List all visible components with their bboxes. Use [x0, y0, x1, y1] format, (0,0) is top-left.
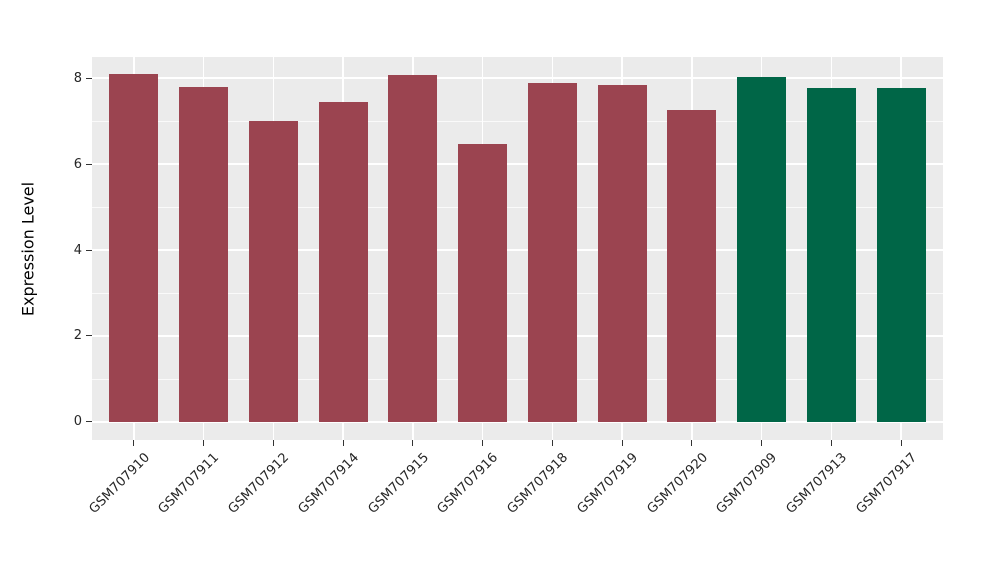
- x-tick-label-GSM707911: GSM707911: [155, 450, 223, 517]
- h-gridline-major: [92, 249, 943, 251]
- bar-GSM707918: [527, 83, 577, 422]
- x-tick: [621, 440, 623, 446]
- x-tick: [551, 440, 553, 446]
- x-tick: [830, 440, 832, 446]
- bar-GSM707912: [248, 121, 298, 422]
- bar-GSM707919: [597, 85, 647, 422]
- y-tick-label: 4: [73, 242, 82, 258]
- x-tick-label-GSM707920: GSM707920: [644, 450, 711, 517]
- bar-GSM707915: [388, 75, 438, 422]
- bar-GSM707917: [876, 87, 926, 422]
- h-gridline-major: [92, 77, 943, 79]
- bar-GSM707914: [318, 101, 368, 422]
- x-tick-label-GSM707909: GSM707909: [713, 450, 781, 517]
- bar-GSM707913: [806, 87, 856, 422]
- x-tick: [133, 440, 135, 446]
- x-tick-label-GSM707916: GSM707916: [434, 450, 502, 517]
- h-gridline-minor: [92, 120, 943, 122]
- y-tick: [86, 163, 92, 165]
- x-tick: [482, 440, 484, 446]
- bar-GSM707909: [737, 77, 787, 422]
- y-tick-label: 2: [73, 328, 82, 344]
- bar-GSM707920: [667, 110, 717, 422]
- bar-GSM707916: [458, 144, 508, 422]
- x-tick: [203, 440, 205, 446]
- x-tick-label-GSM707912: GSM707912: [225, 450, 293, 517]
- h-gridline-major: [92, 335, 943, 337]
- bar-GSM707910: [109, 73, 159, 422]
- x-tick-label-GSM707914: GSM707914: [295, 450, 363, 517]
- x-tick-label-GSM707919: GSM707919: [574, 450, 642, 517]
- y-tick-label: 8: [73, 70, 82, 86]
- x-tick: [691, 440, 693, 446]
- h-gridline-minor: [92, 206, 943, 208]
- y-tick-label: 6: [73, 156, 82, 172]
- x-tick: [342, 440, 344, 446]
- x-tick-label-GSM707910: GSM707910: [86, 450, 153, 517]
- y-tick: [86, 421, 92, 423]
- h-gridline-minor: [92, 292, 943, 294]
- x-tick-label-GSM707915: GSM707915: [365, 450, 432, 517]
- bar-GSM707911: [179, 86, 228, 422]
- x-tick: [272, 440, 274, 446]
- x-tick: [761, 440, 763, 446]
- y-tick: [86, 77, 92, 79]
- h-gridline-minor: [92, 378, 943, 380]
- x-tick: [900, 440, 902, 446]
- x-tick-label-GSM707917: GSM707917: [853, 450, 921, 517]
- h-gridline-major: [92, 421, 943, 423]
- y-tick-label: 0: [73, 414, 82, 430]
- x-tick-label-GSM707913: GSM707913: [783, 450, 851, 517]
- h-gridline-major: [92, 163, 943, 165]
- y-tick: [86, 249, 92, 251]
- plot-panel: [92, 57, 943, 440]
- x-tick: [412, 440, 414, 446]
- y-tick: [86, 335, 92, 337]
- x-tick-label-GSM707918: GSM707918: [504, 450, 572, 517]
